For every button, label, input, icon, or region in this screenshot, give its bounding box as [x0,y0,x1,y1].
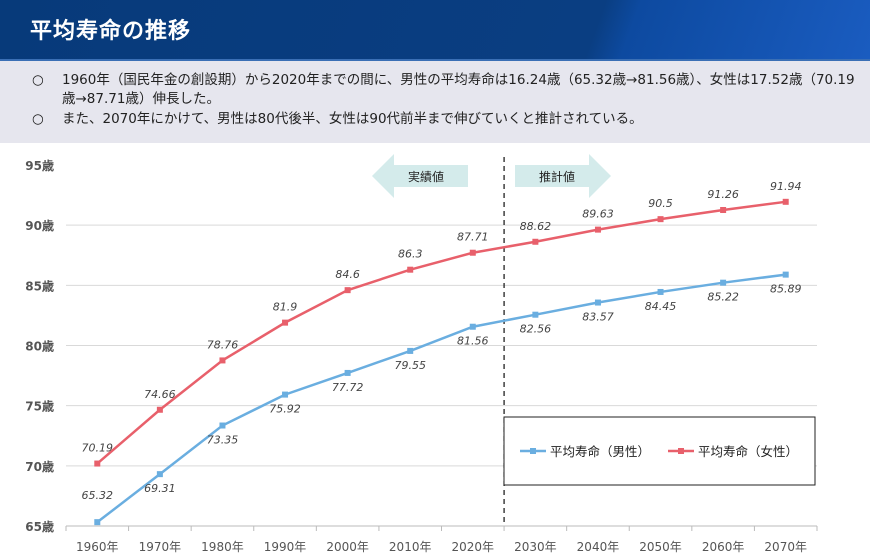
series-line [96,200,786,465]
data-label: 89.63 [582,208,614,221]
data-label: 85.22 [707,291,739,304]
data-label: 82.56 [520,323,552,336]
y-tick-label: 85歳 [25,278,54,293]
bullet-marker: ○ [32,111,44,127]
data-point [532,238,539,245]
data-label: 75.92 [269,403,301,416]
x-tick-label: 1980年 [201,540,244,553]
data-label: 81.56 [457,335,489,348]
legend-label: 平均寿命（女性） [698,444,798,459]
x-tick-label: 1990年 [264,540,307,553]
actual-label: 実績値 [408,169,444,184]
bullet-marker: ○ [32,72,44,88]
data-point [782,271,789,278]
data-label: 83.57 [582,311,614,324]
y-tick-label: 80歳 [25,339,54,354]
legend-marker [530,448,536,454]
data-point [282,391,289,398]
data-label: 65.32 [82,489,114,502]
x-tick-label: 1960年 [76,540,119,553]
data-label: 86.3 [398,248,423,261]
data-point [407,347,414,354]
page-title: 平均寿命の推移 [30,19,192,44]
data-label: 74.66 [144,388,176,401]
y-tick-label: 65歳 [25,519,54,534]
x-tick-label: 1970年 [139,540,182,553]
x-tick-label: 2030年 [514,540,557,553]
bullet-text: また、2070年にかけて、男性は80代後半、女性は90代前半まで伸びていくと推計… [62,111,643,127]
data-point [219,357,226,364]
data-point [407,266,414,273]
x-tick-label: 2000年 [326,540,369,553]
data-point [782,198,789,205]
data-label: 77.72 [332,381,364,394]
x-tick-label: 2050年 [639,540,682,553]
data-point [156,406,163,413]
data-label: 88.62 [520,220,552,233]
data-point [657,216,664,223]
x-tick-label: 2060年 [702,540,745,553]
data-label: 91.94 [770,180,802,193]
actual-arrow [372,154,468,198]
legend-box [503,416,816,486]
y-tick-label: 90歳 [25,218,54,233]
bullet-text: 1960年（国民年金の創設期）から2020年までの間に、男性の平均寿命は16.2… [62,72,855,107]
summary-box: ○ 1960年（国民年金の創設期）から2020年までの間に、男性の平均寿命は16… [0,61,870,143]
projected-arrow [515,154,611,198]
data-label: 91.26 [707,188,739,201]
x-tick-label: 2010年 [389,540,432,553]
data-label: 87.71 [457,231,489,244]
data-label: 79.55 [394,359,426,372]
data-point [156,471,163,478]
data-label: 85.89 [770,283,802,296]
x-tick-label: 2020年 [452,540,495,553]
series-line [96,273,786,524]
data-label: 90.5 [648,197,673,210]
data-point [594,226,601,233]
x-tick-label: 2070年 [764,540,807,553]
data-label: 81.9 [273,301,298,314]
data-point [344,287,351,294]
data-point [344,369,351,376]
data-point [219,422,226,429]
data-label: 73.35 [207,434,239,447]
data-point [94,460,101,467]
projected-label: 推計値 [539,169,575,184]
y-tick-label: 70歳 [25,459,54,474]
data-label: 70.19 [82,442,114,455]
data-point [282,319,289,326]
data-label: 78.76 [207,338,239,351]
data-point [720,207,727,214]
x-tick-label: 2040年 [577,540,620,553]
legend-label: 平均寿命（男性） [550,444,650,459]
data-point [469,323,476,330]
data-label: 69.31 [144,482,176,495]
data-point [594,299,601,306]
y-tick-label: 95歳 [25,158,54,173]
data-point [532,311,539,318]
data-point [94,519,101,526]
data-label: 84.45 [645,300,677,313]
data-point [657,288,664,295]
header-banner: 平均寿命の推移 [0,0,870,61]
data-label: 84.6 [335,268,360,281]
legend-marker [678,448,684,454]
data-point [469,249,476,256]
y-tick-label: 75歳 [25,399,54,414]
data-point [720,279,727,286]
